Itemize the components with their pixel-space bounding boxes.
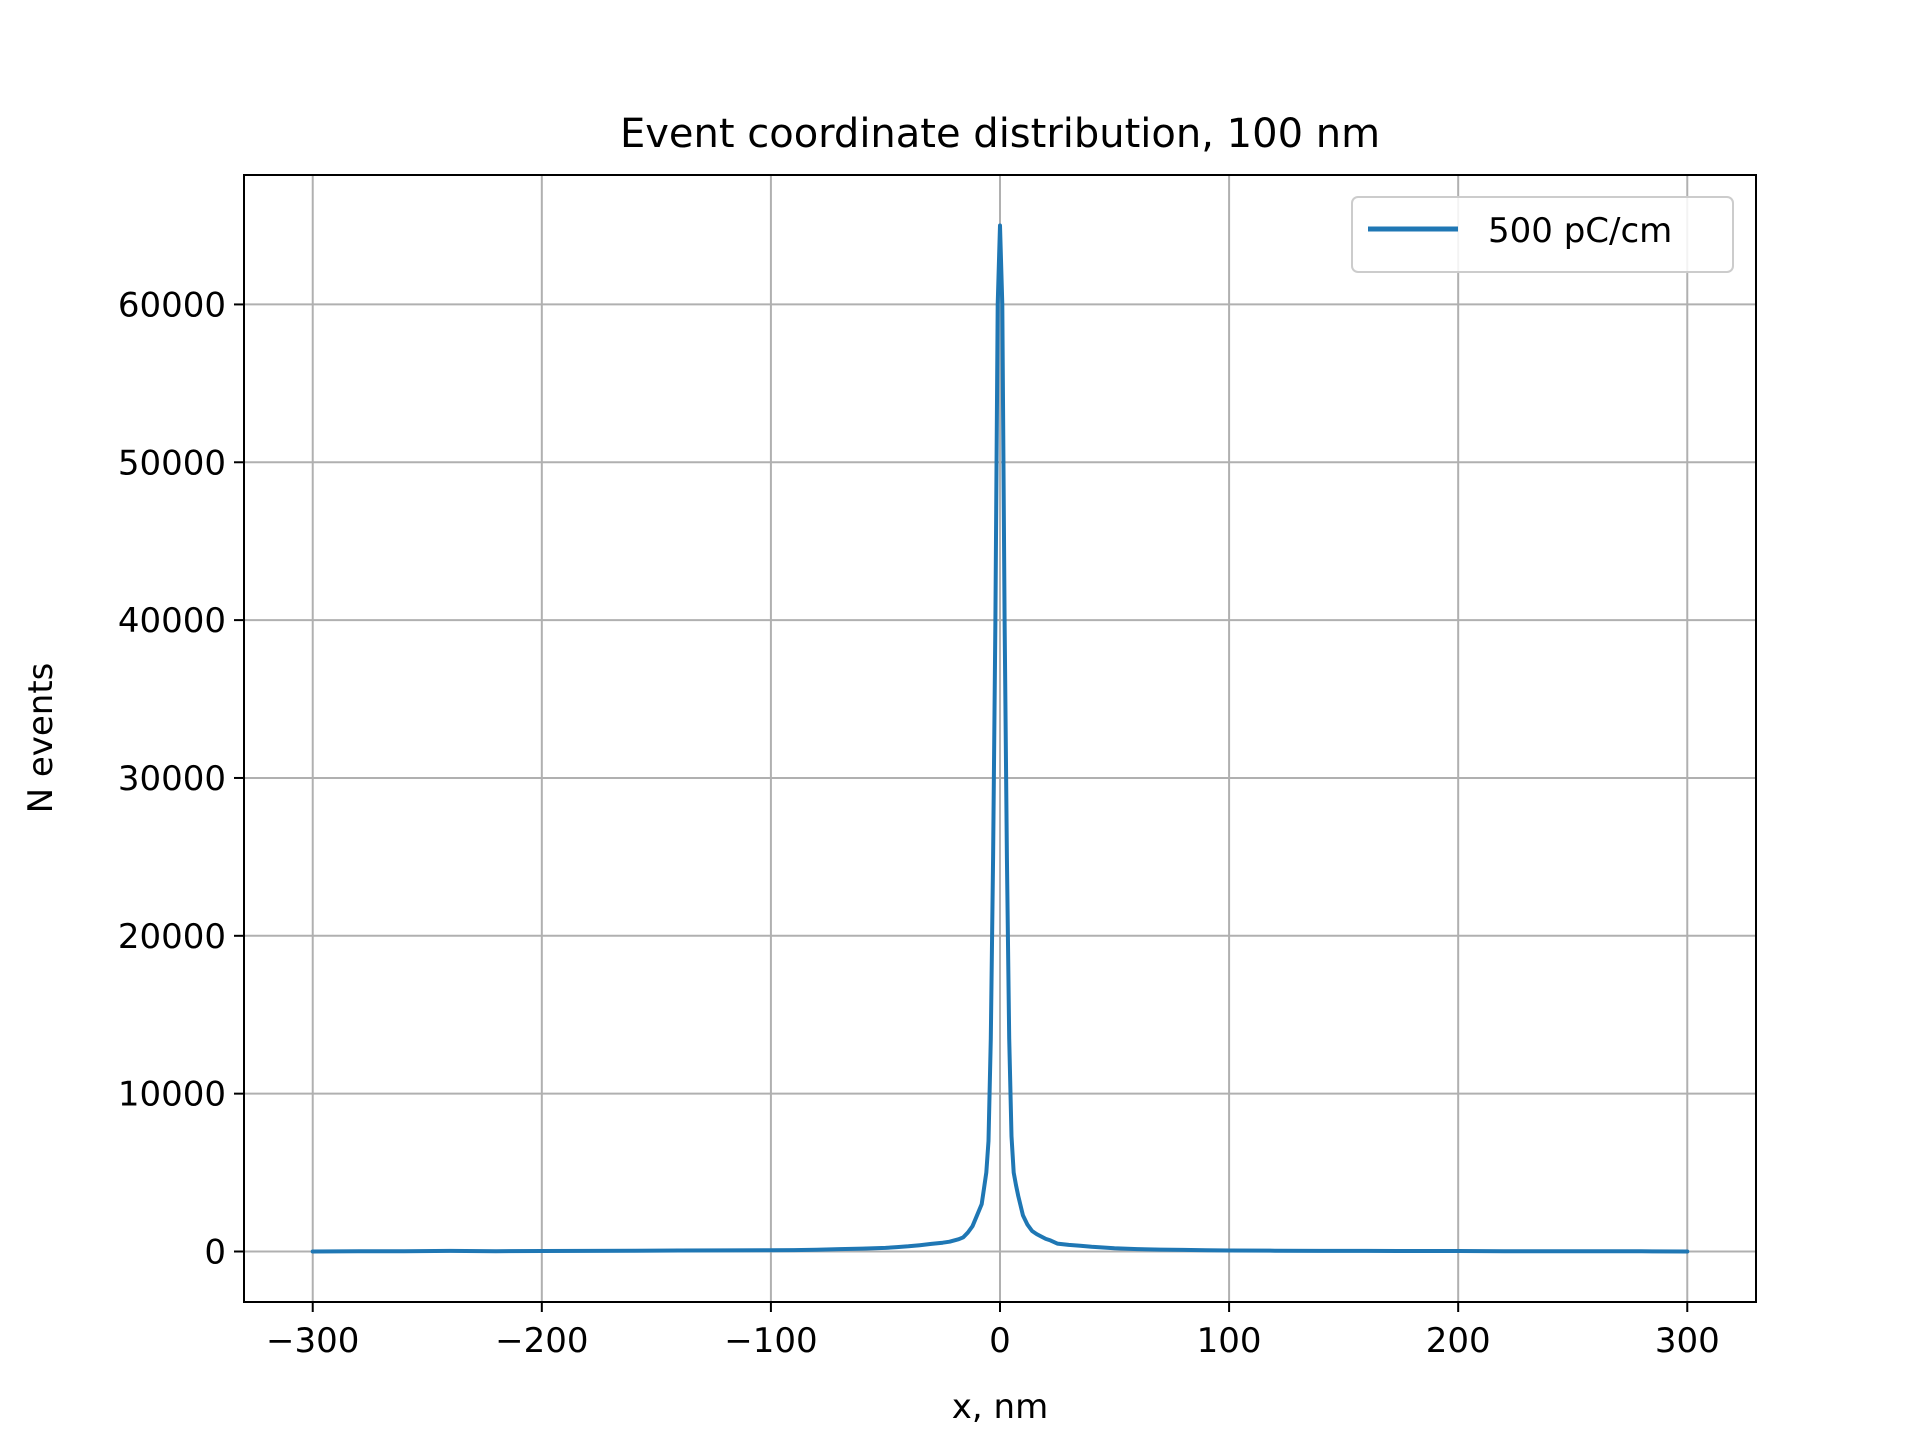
legend-frame (1351, 196, 1734, 273)
x-tick-label: −200 (495, 1321, 588, 1361)
x-tick-label: 0 (989, 1321, 1011, 1361)
x-axis-label: x, nm (952, 1387, 1048, 1427)
y-tick-label: 20000 (118, 917, 226, 957)
x-tick-label: −100 (724, 1321, 817, 1361)
y-tick-label: 0 (204, 1232, 226, 1272)
y-tick-label: 60000 (118, 285, 226, 325)
x-tick-label: 300 (1655, 1321, 1720, 1361)
legend: 500 pC/cm (1351, 196, 1734, 273)
legend-label: 500 pC/cm (1488, 211, 1672, 251)
x-tick-label: −300 (266, 1321, 359, 1361)
y-axis-label: N events (21, 663, 61, 814)
y-tick-label: 40000 (118, 601, 226, 641)
series-layer (310, 223, 1690, 1254)
y-tick-label: 10000 (118, 1075, 226, 1115)
chart-title: Event coordinate distribution, 100 nm (620, 111, 1380, 157)
plot-frame (243, 174, 1757, 1303)
x-tick-label: 100 (1197, 1321, 1262, 1361)
x-tick-label: 200 (1426, 1321, 1491, 1361)
series-line (310, 223, 1690, 1254)
x-axis-ticks: −300 −200 −100 0 100 200 300 (266, 1302, 1720, 1361)
y-tick-label: 50000 (118, 443, 226, 483)
y-tick-label: 30000 (118, 759, 226, 799)
y-axis-ticks: 0 10000 20000 30000 40000 50000 60000 (118, 285, 244, 1272)
